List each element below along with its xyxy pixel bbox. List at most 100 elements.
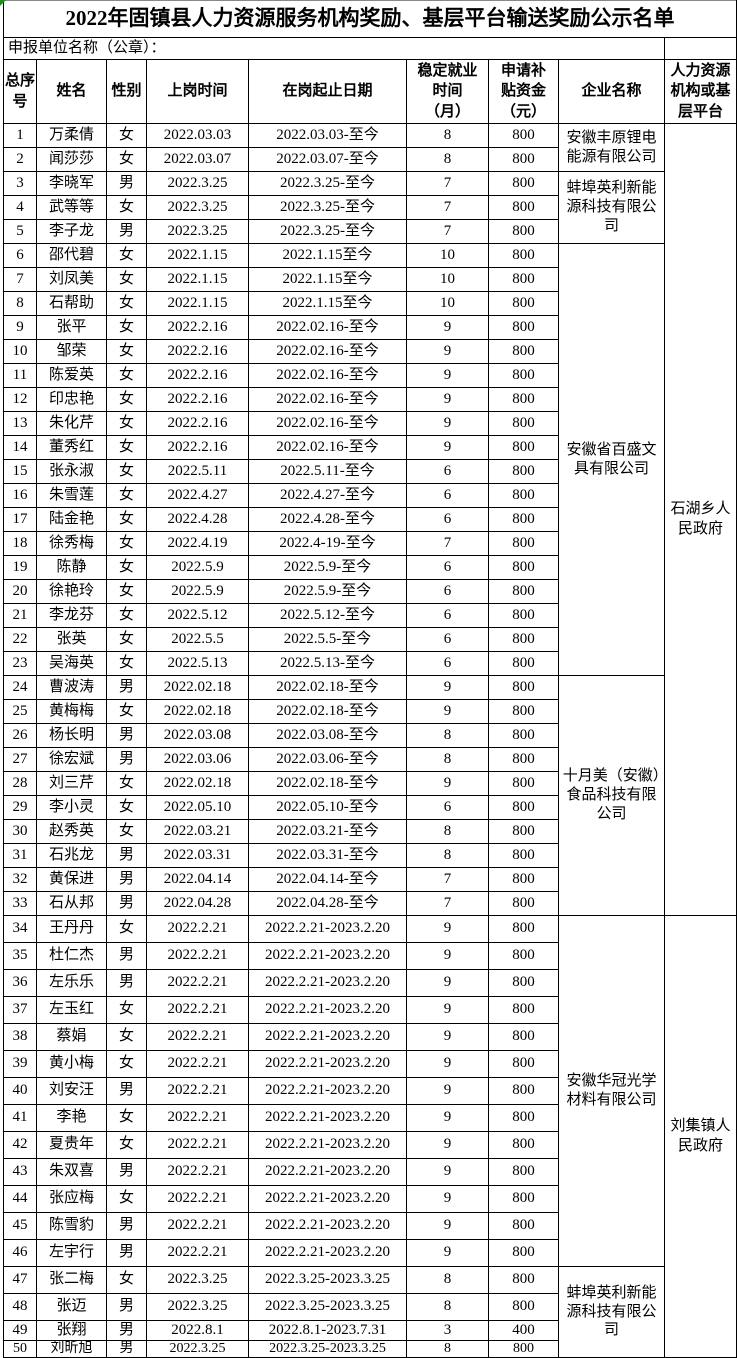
cell-amount: 800: [488, 1104, 559, 1132]
cell-name: 夏贵年: [36, 1131, 107, 1159]
cell-months: 8: [406, 1266, 489, 1294]
cell-gender: 男: [106, 969, 147, 997]
col-header-platform: 人力资源 机构或基 层平台: [664, 59, 737, 124]
cell-amount: 800: [488, 1339, 559, 1358]
table-row: 19 陈静女 2022.5.9 2022.5.9-至今 6 800: [3, 555, 737, 580]
cell-serial: 9: [3, 315, 37, 340]
cell-serial: 1: [3, 123, 37, 148]
cell-gender: 男: [106, 1212, 147, 1240]
cell-start-date: 2022.2.16: [146, 387, 249, 412]
cell-period: 2022.3.25-至今: [248, 195, 407, 220]
cell-start-date: 2022.3.25: [146, 219, 249, 244]
col-header-company: 企业名称: [558, 59, 665, 124]
cell-serial: 6: [3, 243, 37, 268]
cell-serial: 17: [3, 507, 37, 532]
cell-serial: 39: [3, 1050, 37, 1078]
cell-serial: 4: [3, 195, 37, 220]
cell-gender: 女: [106, 339, 147, 364]
cell-gender: 女: [106, 147, 147, 172]
cell-company: 安徽丰原锂电能源有限公司: [558, 123, 665, 172]
cell-amount: 800: [488, 1212, 559, 1240]
cell-amount: 800: [488, 891, 559, 916]
cell-period: 2022.2.21-2023.2.20: [248, 1131, 407, 1159]
cell-start-date: 2022.3.25: [146, 195, 249, 220]
cell-months: 9: [406, 1212, 489, 1240]
cell-months: 9: [406, 699, 489, 724]
cell-start-date: 2022.2.21: [146, 1131, 249, 1159]
table-row: 41 李艳女 2022.2.21 2022.2.21-2023.2.20 9 800: [3, 1104, 737, 1132]
cell-months: 8: [406, 1339, 489, 1358]
cell-months: 9: [406, 1131, 489, 1159]
cell-amount: 800: [488, 723, 559, 748]
cell-months: 6: [406, 651, 489, 676]
cell-name: 武等等: [36, 195, 107, 220]
cell-period: 2022.02.16-至今: [248, 387, 407, 412]
cell-amount: 800: [488, 123, 559, 148]
table-row: 10 邹荣女 2022.2.16 2022.02.16-至今 9 800: [3, 339, 737, 364]
table-row: 47 张二梅女 2022.3.25 2022.3.25-2023.3.25 8 800 蚌埠…: [3, 1265, 737, 1358]
cell-name: 李晓军: [36, 171, 107, 196]
cell-start-date: 2022.3.25: [146, 1266, 249, 1294]
cell-start-date: 2022.03.07: [146, 147, 249, 172]
table-row: 12 印忠艳女 2022.2.16 2022.02.16-至今 9 800: [3, 387, 737, 412]
cell-months: 9: [406, 1104, 489, 1132]
cell-period: 2022.2.21-2023.2.20: [248, 969, 407, 997]
table-row: 48 张迈男 2022.3.25 2022.3.25-2023.3.25 8 800: [3, 1293, 737, 1321]
cell-name: 左宇行: [36, 1239, 107, 1267]
cell-name: 曹波涛: [36, 675, 107, 700]
cell-amount: 800: [488, 1293, 559, 1321]
cell-months: 9: [406, 1239, 489, 1267]
cell-period: 2022.02.16-至今: [248, 339, 407, 364]
cell-start-date: 2022.2.16: [146, 339, 249, 364]
cell-months: 6: [406, 627, 489, 652]
cell-period: 2022.2.21-2023.2.20: [248, 1104, 407, 1132]
cell-period: 2022.2.21-2023.2.20: [248, 942, 407, 970]
cell-serial: 38: [3, 1023, 37, 1051]
col-header-name: 姓名: [36, 59, 107, 124]
cell-gender: 男: [106, 1339, 147, 1358]
cell-name: 李艳: [36, 1104, 107, 1132]
table-row: 32 黄保进男 2022.04.14 2022.04.14-至今 7 800: [3, 867, 737, 892]
cell-amount: 800: [488, 1131, 559, 1159]
cell-months: 7: [406, 195, 489, 220]
cell-period: 2022.1.15至今: [248, 267, 407, 292]
cell-months: 9: [406, 996, 489, 1024]
cell-name: 李小灵: [36, 795, 107, 820]
cell-serial: 19: [3, 555, 37, 580]
cell-period: 2022.3.25-至今: [248, 219, 407, 244]
cell-amount: 800: [488, 219, 559, 244]
cell-gender: 女: [106, 195, 147, 220]
cell-name: 刘昕旭: [36, 1339, 107, 1358]
cell-serial: 24: [3, 675, 37, 700]
cell-start-date: 2022.2.21: [146, 969, 249, 997]
cell-start-date: 2022.5.13: [146, 651, 249, 676]
cell-gender: 女: [106, 651, 147, 676]
cell-start-date: 2022.2.16: [146, 435, 249, 460]
cell-serial: 7: [3, 267, 37, 292]
cell-name: 朱双喜: [36, 1158, 107, 1186]
cell-start-date: 2022.05.10: [146, 795, 249, 820]
cell-serial: 14: [3, 435, 37, 460]
cell-start-date: 2022.8.1: [146, 1320, 249, 1341]
cell-amount: 800: [488, 387, 559, 412]
cell-amount: 800: [488, 915, 559, 943]
cell-name: 刘安汪: [36, 1077, 107, 1105]
declaration-unit-label: 申报单位名称（公章）：: [3, 37, 665, 60]
cell-period: 2022.3.25-2023.3.25: [248, 1339, 407, 1358]
cell-start-date: 2022.2.16: [146, 315, 249, 340]
table-row: 5 李子龙男 2022.3.25 2022.3.25-至今 7 800: [3, 219, 737, 244]
title-row: 2022年固镇县人力资源服务机构奖励、基层平台输送奖励公示名单: [3, 0, 737, 38]
col-header-start-date: 上岗时间: [146, 59, 249, 124]
cell-name: 陈爱英: [36, 363, 107, 388]
cell-months: 6: [406, 795, 489, 820]
cell-serial: 44: [3, 1185, 37, 1213]
cell-amount: 800: [488, 996, 559, 1024]
cell-amount: 800: [488, 843, 559, 868]
cell-serial: 16: [3, 483, 37, 508]
cell-months: 7: [406, 219, 489, 244]
cell-platform: 刘集镇人民政府: [664, 914, 737, 1358]
cell-amount: 800: [488, 411, 559, 436]
cell-gender: 女: [106, 915, 147, 943]
cell-months: 8: [406, 723, 489, 748]
cell-gender: 女: [106, 555, 147, 580]
